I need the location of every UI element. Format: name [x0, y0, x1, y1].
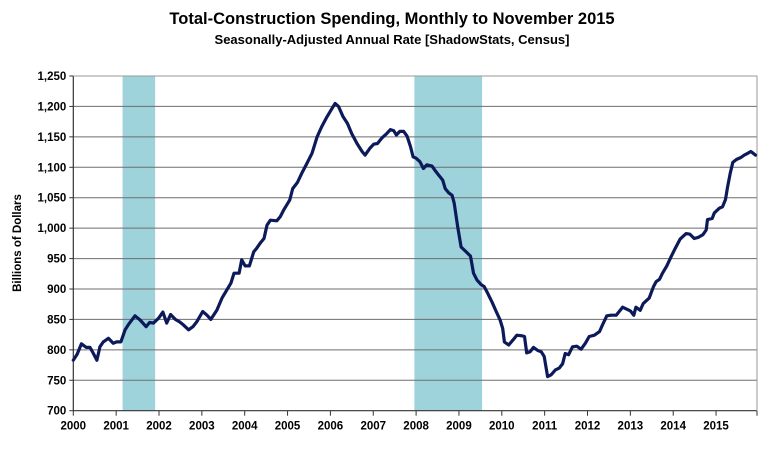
y-tick-label: 850 [47, 314, 66, 326]
x-tick-label: 2011 [532, 421, 558, 433]
x-tick-label: 2010 [489, 421, 515, 433]
y-tick-label: 1,100 [38, 162, 67, 174]
y-axis-ticks: 700 750 800 850 900 950 1,000 1,050 1,100 1,150 1,… [38, 71, 74, 418]
x-tick-label: 2015 [703, 421, 729, 433]
chart-subtitle: Seasonally-Adjusted Annual Rate [ShadowS… [215, 32, 570, 47]
x-tick-label: 2002 [146, 421, 172, 433]
x-tick-label: 2009 [446, 421, 472, 433]
y-tick-label: 1,200 [38, 101, 67, 113]
y-tick-label: 700 [47, 406, 66, 418]
x-tick-label: 2001 [103, 421, 129, 433]
x-tick-label: 2003 [189, 421, 215, 433]
x-tick-label: 2013 [618, 421, 644, 433]
axes [72, 75, 758, 412]
recession-bands [122, 76, 483, 411]
recession-band [414, 76, 483, 411]
series-layer [71, 101, 758, 379]
chart-title: Total-Construction Spending, Monthly to … [169, 10, 614, 28]
series-line-construction-spending [71, 101, 758, 379]
y-tick-label: 1,150 [38, 132, 67, 144]
x-tick-label: 2008 [403, 421, 429, 433]
x-axis-ticks: 2000 2001 2002 2003 2004 2005 2006 2007 2008 2009… [61, 410, 758, 433]
x-tick-label: 2012 [575, 421, 601, 433]
x-tick-label: 2000 [61, 421, 87, 433]
y-tick-label: 800 [47, 345, 66, 357]
y-tick-label: 900 [47, 284, 66, 296]
y-tick-label: 1,000 [38, 223, 67, 235]
x-tick-label: 2014 [660, 421, 686, 433]
recession-band [122, 76, 156, 411]
x-tick-label: 2004 [232, 421, 258, 433]
x-tick-label: 2005 [275, 421, 301, 433]
x-tick-label: 2007 [360, 421, 386, 433]
y-tick-label: 1,250 [38, 71, 67, 83]
y-tick-label: 750 [47, 375, 66, 387]
y-axis-label: Billions of Dollars [12, 194, 24, 292]
y-tick-label: 1,050 [38, 193, 67, 205]
x-tick-label: 2006 [318, 421, 344, 433]
y-tick-label: 950 [47, 254, 66, 266]
